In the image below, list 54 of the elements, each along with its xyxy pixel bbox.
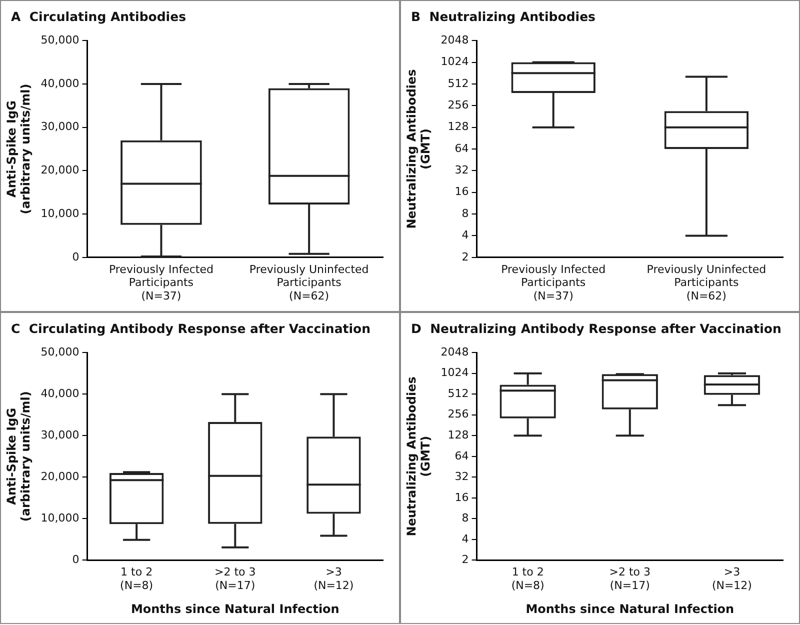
chart-title: D Neutralizing Antibody Response after Vaccination	[410, 320, 782, 338]
y-tick-label: 2048	[440, 33, 469, 46]
y-tick-label: 20,000	[40, 470, 80, 484]
y-tick-label: 8	[462, 206, 469, 220]
y-tick-label: 2048	[440, 345, 469, 358]
chart-title: B Neutralizing Antibodies	[410, 8, 596, 26]
y-tick-label: 256	[448, 98, 469, 112]
y-axis-title: Neutralizing Antibodies (GMT)	[404, 376, 433, 536]
y-tick-label: 512	[448, 76, 469, 90]
y-tick-label: 50,000	[40, 33, 80, 46]
y-tick-label: 32	[454, 470, 469, 484]
y-tick-label: 128	[448, 428, 469, 442]
y-tick-label: 0	[72, 250, 80, 264]
y-tick-label: 30,000	[40, 428, 80, 442]
x-tick-label: >3 (N=12)	[712, 566, 752, 592]
chart-title: A Circulating Antibodies	[10, 8, 188, 26]
y-tick-label: 2	[462, 553, 469, 566]
y-axis-title: Neutralizing Antibodies (GMT)	[404, 69, 433, 229]
y-tick-label: 20,000	[40, 164, 80, 177]
y-tick-label: 50,000	[40, 345, 80, 358]
y-tick-label: 4	[462, 228, 469, 242]
y-axis-title: Anti-Spike IgG (arbitrary units/ml)	[4, 84, 33, 214]
y-tick-label: 40,000	[40, 386, 80, 400]
x-tick-label: >2 to 3 (N=17)	[609, 566, 651, 592]
y-tick-label: 8	[462, 512, 469, 525]
x-tick-label: Previously Infected Participants (N=37)	[501, 262, 606, 302]
x-tick-label: >2 to 3 (N=17)	[214, 566, 256, 592]
y-tick-label: 30,000	[40, 120, 80, 134]
y-axis-title: Anti-Spike IgG (arbitrary units/ml)	[4, 391, 33, 522]
x-tick-label: Previously Uninfected Participants (N=62)	[646, 262, 766, 302]
y-tick-label: 1024	[440, 366, 469, 380]
y-tick-label: 4	[462, 532, 469, 546]
chart-title: C Circulating Antibody Response after Vaccination	[10, 320, 372, 338]
y-tick-label: 10,000	[40, 512, 80, 525]
y-tick-label: 256	[448, 408, 469, 421]
y-tick-label: 128	[448, 120, 469, 134]
x-tick-label: 1 to 2 (N=8)	[120, 566, 154, 592]
y-tick-label: 10,000	[40, 206, 80, 220]
y-tick-label: 0	[72, 553, 80, 566]
y-tick-label: 16	[454, 490, 469, 504]
y-tick-label: 64	[454, 142, 469, 155]
x-axis-title: Months since Natural Infection	[130, 602, 340, 616]
y-tick-label: 512	[448, 386, 469, 400]
y-tick-label: 40,000	[40, 76, 80, 90]
y-tick-label: 16	[454, 185, 469, 198]
x-tick-label: Previously Infected Participants (N=37)	[108, 262, 214, 302]
y-tick-label: 64	[454, 449, 469, 462]
x-tick-label: 1 to 2 (N=8)	[511, 566, 544, 592]
x-axis-title: Months since Natural Infection	[526, 602, 734, 616]
y-tick-label: 2	[462, 250, 469, 264]
y-tick-label: 32	[454, 164, 469, 177]
y-tick-label: 1024	[440, 55, 469, 68]
x-tick-label: Previously Uninfected Participants (N=62)	[249, 262, 369, 302]
x-tick-label: >3 (N=12)	[314, 566, 354, 592]
